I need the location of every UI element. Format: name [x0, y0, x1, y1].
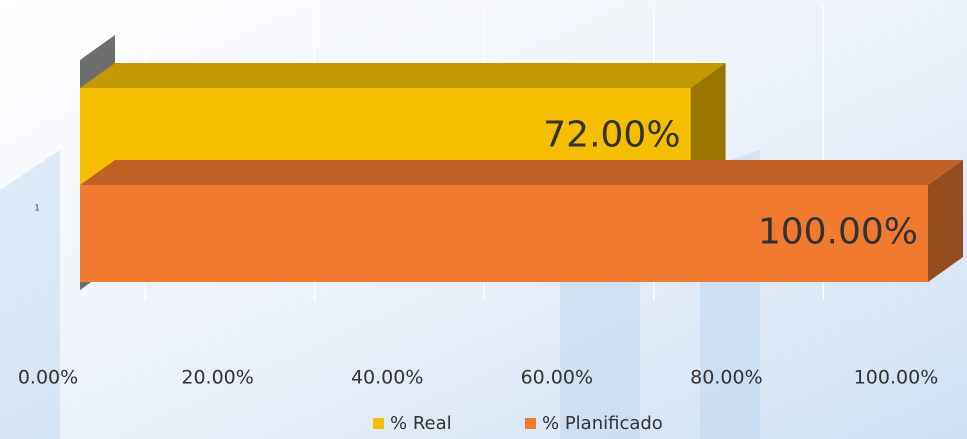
legend-swatch: [525, 418, 536, 429]
y-tick-label: 1: [34, 204, 39, 213]
chart: 0.00% 20.00% 40.00% 60.00% 80.00% 100.00% 1 72.…: [0, 0, 967, 439]
bar-top: [80, 160, 963, 185]
value-label: 72.00%: [543, 115, 680, 156]
legend-label: % Planificado: [542, 413, 663, 434]
legend-swatch: [373, 418, 384, 429]
x-tick-label: 80.00%: [690, 367, 762, 389]
x-tick-label: 0.00%: [18, 367, 78, 389]
value-label: 100.00%: [758, 212, 918, 253]
x-tick-label: 20.00%: [181, 367, 253, 389]
legend-label: % Real: [390, 413, 452, 434]
bar-top: [80, 63, 726, 88]
x-tick-label: 40.00%: [351, 367, 423, 389]
x-tick-label: 60.00%: [521, 367, 593, 389]
x-tick-label: 100.00%: [854, 367, 939, 389]
